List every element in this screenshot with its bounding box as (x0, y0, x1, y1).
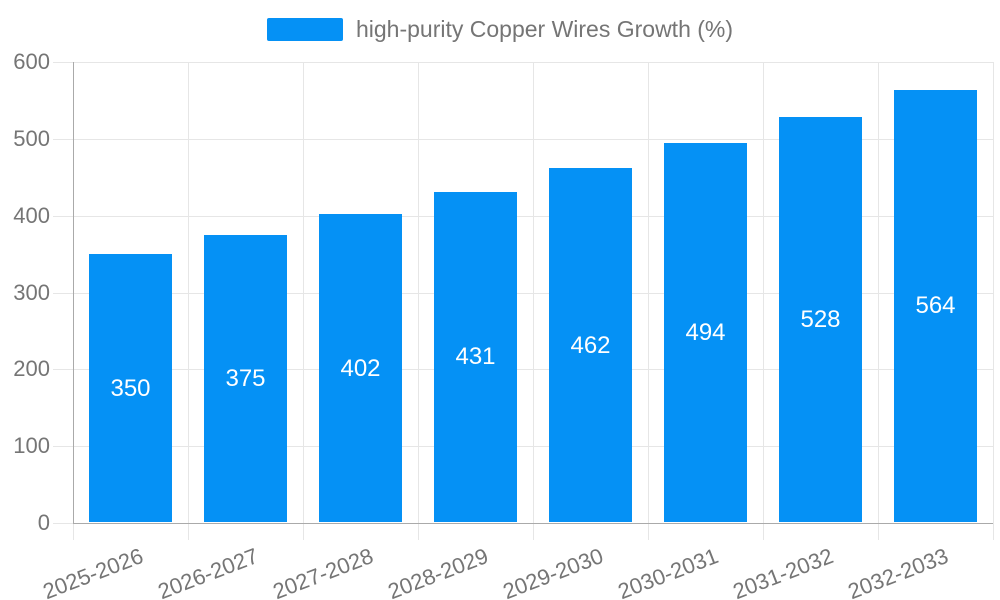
legend: high-purity Copper Wires Growth (%) (0, 16, 1000, 43)
y-axis-tick-label: 300 (13, 279, 50, 305)
x-axis-tick (73, 523, 74, 540)
x-axis-tick (188, 523, 189, 540)
x-grid-line (878, 62, 879, 523)
y-axis-tick-label: 200 (13, 356, 50, 382)
x-axis-tick-label: 2032-2033 (843, 543, 952, 600)
x-axis-tick-label: 2026-2027 (153, 543, 262, 600)
legend-swatch-icon (266, 18, 343, 41)
legend-label: high-purity Copper Wires Growth (%) (355, 16, 734, 42)
y-grid-line (53, 369, 993, 371)
x-axis-line (73, 523, 993, 524)
x-axis-tick (303, 523, 304, 540)
bar[interactable] (319, 214, 402, 522)
bar[interactable] (549, 168, 632, 522)
y-grid-line (53, 446, 993, 448)
bar[interactable] (894, 89, 977, 522)
y-axis-tick-label: 400 (13, 202, 50, 228)
x-grid-line (993, 62, 994, 523)
x-axis-tick (763, 523, 764, 540)
y-axis-tick-label: 600 (13, 49, 50, 74)
y-grid-line (53, 215, 993, 217)
bar[interactable] (89, 254, 172, 522)
x-axis-tick-label: 2027-2028 (268, 543, 377, 600)
x-axis-tick-label: 2030-2031 (613, 543, 722, 600)
x-axis-tick-label: 2031-2032 (728, 543, 837, 600)
legend-item[interactable]: high-purity Copper Wires Growth (%) (266, 16, 734, 43)
x-grid-line (303, 62, 304, 523)
y-grid-line (53, 62, 993, 63)
x-axis-baseline-tick (53, 523, 73, 524)
bar[interactable] (204, 234, 287, 522)
x-axis-tick (878, 523, 879, 540)
y-axis-tick-label: 0 (37, 510, 50, 535)
bar[interactable] (434, 191, 517, 522)
y-axis-tick-label: 100 (13, 433, 50, 459)
x-grid-line (763, 62, 764, 523)
x-grid-line (533, 62, 534, 523)
x-grid-line (418, 62, 419, 523)
x-axis-tick-label: 2025-2026 (38, 543, 147, 600)
x-grid-line (648, 62, 649, 523)
y-grid-line (53, 138, 993, 140)
y-axis-tick-label: 500 (13, 125, 50, 151)
bar[interactable] (664, 143, 747, 522)
y-axis-line (73, 62, 74, 523)
x-axis-tick (418, 523, 419, 540)
bar[interactable] (779, 117, 862, 522)
x-axis-tick-label: 2029-2030 (498, 543, 607, 600)
y-grid-line (53, 292, 993, 294)
x-grid-line (188, 62, 189, 523)
x-axis-tick (648, 523, 649, 540)
x-axis-tick (993, 523, 994, 540)
x-axis-tick-label: 2028-2029 (383, 543, 492, 600)
x-axis-tick (533, 523, 534, 540)
